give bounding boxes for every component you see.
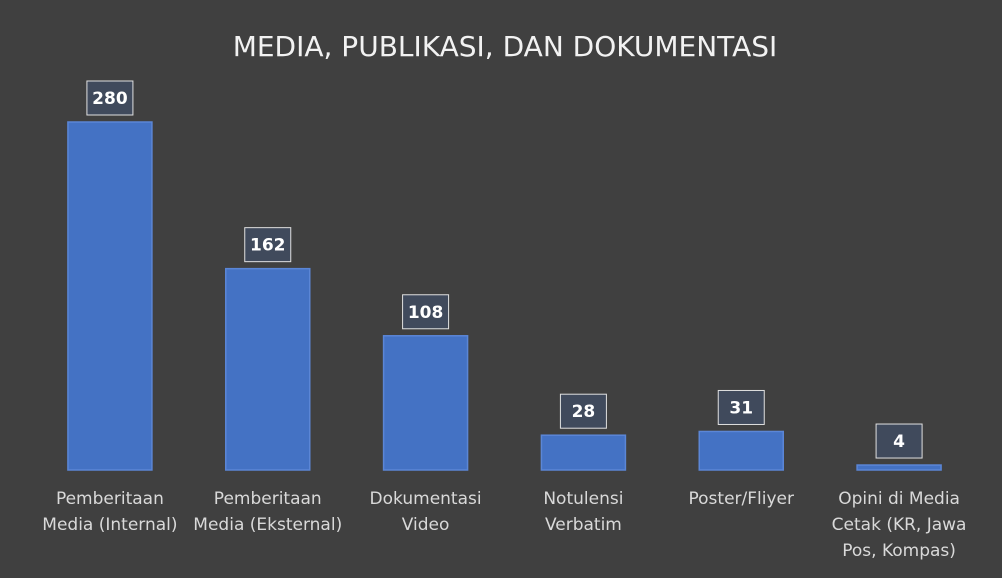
data-label: 108 xyxy=(408,303,444,323)
bar xyxy=(540,434,627,471)
x-tick-label: Pemberitaan Media (Eksternal) xyxy=(193,489,343,535)
bar xyxy=(698,430,784,471)
bar xyxy=(382,335,469,471)
bar xyxy=(67,121,153,471)
chart-title: MEDIA, PUBLIKASI, DAN DOKUMENTASI xyxy=(233,30,778,63)
data-label: 31 xyxy=(729,398,753,418)
data-label-box xyxy=(86,80,134,116)
data-label: 4 xyxy=(893,432,905,452)
data-label: 28 xyxy=(572,402,596,422)
x-tick-label: Dokumentasi Video xyxy=(369,489,482,535)
data-label-box xyxy=(402,294,450,330)
data-label-box xyxy=(875,423,923,459)
data-label: 280 xyxy=(92,89,128,109)
x-tick-label: Poster/Fliyer xyxy=(688,489,794,509)
data-label: 162 xyxy=(250,236,286,256)
data-label-box xyxy=(717,389,765,425)
bar xyxy=(856,464,942,471)
x-tick-label: Notulensi Verbatim xyxy=(543,489,624,535)
data-label-box xyxy=(244,227,292,263)
x-tick-label: Opini di Media Cetak (KR, Jawa Pos, Komp… xyxy=(831,489,967,561)
data-label-box xyxy=(559,393,607,429)
x-tick-label: Pemberitaan Media (Internal) xyxy=(42,489,178,535)
bar xyxy=(225,267,311,471)
